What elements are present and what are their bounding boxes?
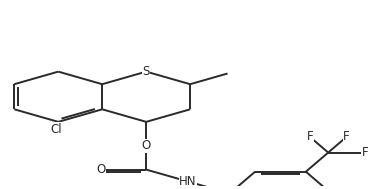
Text: O: O xyxy=(142,139,151,152)
Text: S: S xyxy=(143,65,150,78)
Text: F: F xyxy=(361,146,368,159)
Text: Cl: Cl xyxy=(51,123,62,136)
Text: HN: HN xyxy=(179,175,197,188)
Text: F: F xyxy=(343,130,350,143)
Text: O: O xyxy=(96,163,105,176)
Text: F: F xyxy=(306,130,313,143)
